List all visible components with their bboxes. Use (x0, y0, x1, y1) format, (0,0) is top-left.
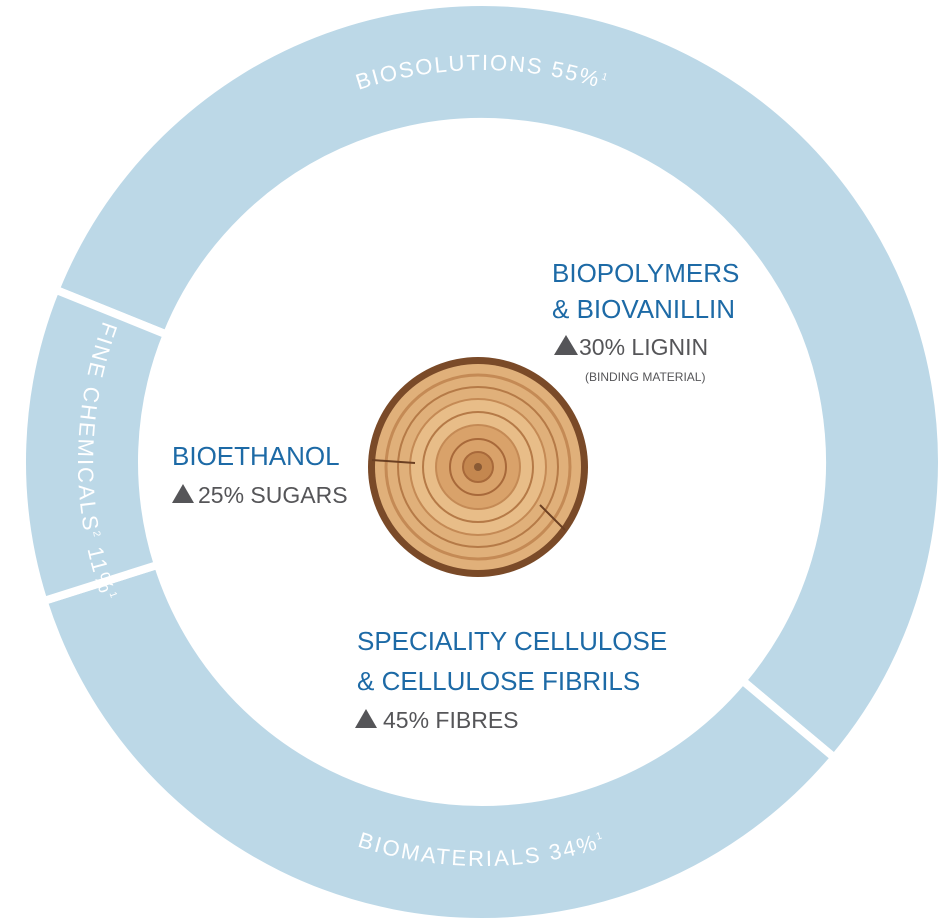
annotation-note: (BINDING MATERIAL) (585, 370, 705, 384)
annotation-title: SPECIALITY CELLULOSE (357, 626, 667, 656)
annotation-title: BIOETHANOL (172, 441, 340, 471)
triangle-icon (355, 709, 377, 728)
footnote-marker: 1 (595, 830, 606, 843)
triangle-icon (554, 335, 578, 355)
footnote-marker: 1 (106, 590, 119, 601)
donut (18, 0, 944, 923)
footnote-marker: 2 (90, 530, 102, 539)
donut-segment (18, 284, 172, 607)
annotation-title: & CELLULOSE FIBRILS (357, 666, 640, 696)
annotation-title: & BIOVANILLIN (552, 294, 735, 324)
annotation-title: BIOPOLYMERS (552, 258, 739, 288)
donut-segment (50, 0, 944, 764)
annotation-text: 25% SUGARS (198, 482, 348, 508)
annotations: BIOPOLYMERS & BIOVANILLIN 30% LIGNIN (BI… (172, 258, 739, 733)
donut-segment (38, 559, 841, 923)
wood-log-illustration (368, 357, 588, 577)
footnote-marker: 1 (600, 72, 611, 85)
annotation-text: 30% LIGNIN (579, 334, 708, 360)
triangle-icon (172, 484, 194, 503)
annotation-text: 45% FIBRES (383, 707, 519, 733)
